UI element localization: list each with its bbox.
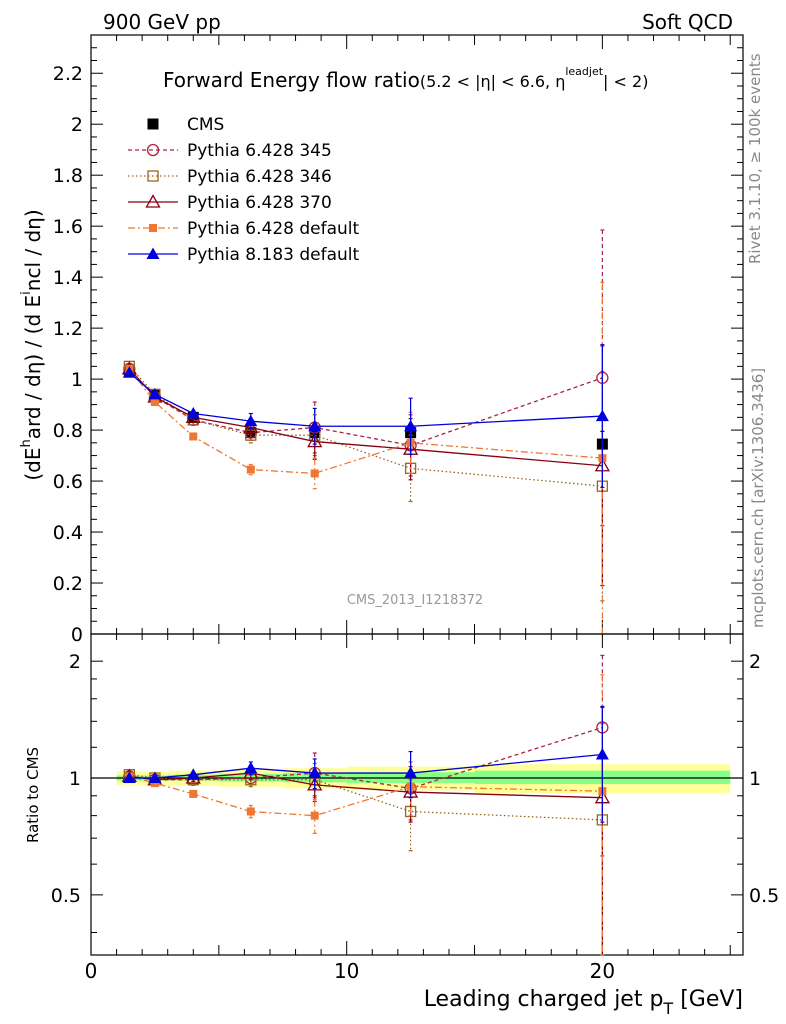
legend-label: Pythia 8.183 default [187,245,360,265]
ratio-point-pythia-8-183-default [122,771,136,784]
legend-label: Pythia 6.428 346 [187,167,332,187]
main-line-pythia-6-428-default [128,368,603,475]
main-y-tick-label: 2.2 [53,63,83,85]
main-series-cms [123,365,608,458]
main-chart-title: Forward Energy flow ratio(5.2 < |η| < 6.… [163,65,648,92]
ratio-point-pythia-6-428-default [246,807,255,816]
legend-label: CMS [187,115,224,135]
ratio-panel: 0.5 0.51 12 20 10 20 Ratio to CMS Leading cha… [24,633,779,1018]
header-energy-label: 900 GeV pp [103,10,221,34]
main-y-tick-label: 0.4 [53,522,83,544]
legend: CMS Pythia 6.428 345 Pythia 6.428 346 Pythi… [128,115,360,265]
legend-marker [146,247,160,259]
legend-marker [145,194,161,208]
ratio-series-pythia-6-428-370 [121,706,610,956]
ratio-point-pythia-8-183-default [244,761,258,774]
header-category-label: Soft QCD [642,10,733,34]
ratio-point-pythia-8-183-default [148,771,162,784]
legend-item-pythia-6-428-346: Pythia 6.428 346 [128,167,332,187]
ratio-series-pythia-6-428-345 [123,654,609,857]
main-point-pythia-6-428-370 [243,419,259,434]
ratio-point-pythia-6-428-370 [307,777,323,791]
main-point-pythia-8-183-default [595,409,609,422]
main-point-pythia-8-183-default [122,366,136,378]
ratio-frame [90,633,744,956]
ratio-y-axis-label: Ratio to CMS [24,747,42,843]
x-tick-label: 20 [590,959,615,983]
analysis-watermark: CMS_2013_I1218372 [347,593,483,608]
main-series-pythia-6-428-370 [121,345,610,587]
ratio-y-tick-label-right: 2 [749,651,761,673]
main-line-pythia-6-428-345 [128,368,603,447]
legend-marker [147,170,159,182]
ratio-series-pythia-8-183-default [122,705,609,823]
main-point-pythia-6-428-370 [307,433,323,448]
ratio-point-pythia-6-428-default [189,789,198,798]
legend-label: Pythia 6.428 345 [187,141,332,161]
svg-text:(dEhard / dη) / (d Eincl / dη): (dEhard / dη) / (d Eincl / dη) [19,209,45,480]
legend-item-cms: CMS [147,115,224,135]
main-y-tick-label: 0.2 [53,573,83,595]
main-y-axis-label: (dEhard / dη) / (d Eincl / dη) [19,209,45,480]
main-y-tick-label: 1.8 [53,165,83,187]
ratio-series-layer [121,654,610,956]
legend-item-pythia-6-428-370: Pythia 6.428 370 [128,193,332,213]
main-point-pythia-8-183-default [308,419,322,432]
main-y-tick-label: 1.6 [53,216,83,238]
x-tick-label: 0 [85,959,98,983]
legend-marker [149,224,157,232]
mcplots-source-label: mcplots.cern.ch [arXiv:1306.3436] [749,368,767,628]
main-series-pythia-6-428-default [125,281,607,635]
main-y-tick-label: 0 [71,624,83,646]
ratio-series-pythia-6-428-346 [123,723,609,956]
ratio-point-pythia-6-428-default [310,811,319,820]
ratio-y-tick-label-right: 1 [749,768,761,790]
legend-marker [147,118,159,130]
ratio-y-tick-label: 1 [69,768,81,790]
main-point-pythia-6-428-default [150,398,159,407]
main-y-tick-label: 1.4 [53,267,83,289]
ratio-y-tick-label: 0.5 [51,885,81,907]
main-series-pythia-6-428-345 [123,229,609,527]
main-line-pythia-6-428-370 [128,368,603,467]
legend-marker [146,143,160,157]
legend-item-pythia-6-428-345: Pythia 6.428 345 [128,141,332,161]
rivet-version-label: Rivet 3.1.10, ≥ 100k events [746,53,764,264]
x-tick-label: 10 [334,959,359,983]
ratio-point-pythia-8-183-default [404,766,418,779]
main-point-pythia-6-428-default [189,432,198,441]
main-point-pythia-8-183-default [186,407,200,419]
main-series-layer [121,229,610,635]
main-point-pythia-8-183-default [404,419,418,432]
main-y-tick-label: 0.8 [53,420,83,442]
main-y-tick-label: 2 [71,114,83,136]
main-point-pythia-8-183-default [148,387,162,400]
legend-item-pythia-6-428-default: Pythia 6.428 default [128,219,360,239]
main-ticks: 0 0.2 0.4 0.6 0.8 1 1.2 1.4 1.6 1.8 2 2.2 [53,34,743,646]
x-axis-label: Leading charged jet pT [GeV] [424,987,743,1018]
ratio-point-pythia-8-183-default [595,747,609,760]
legend-label: Pythia 6.428 default [187,219,360,239]
ratio-series-pythia-6-428-default [125,674,607,956]
ratio-point-pythia-6-428-default [150,779,159,788]
main-point-pythia-8-183-default [244,414,258,427]
main-y-tick-label: 0.6 [53,471,83,493]
main-y-tick-label: 1.2 [53,318,83,340]
ratio-y-tick-label-right: 0.5 [749,885,779,907]
ratio-y-tick-label: 2 [69,651,81,673]
ratio-point-pythia-8-183-default [186,768,200,780]
main-series-pythia-8-183-default [122,344,609,489]
main-panel: 0 0.2 0.4 0.6 0.8 1 1.2 1.4 1.6 1.8 2 2.2 Forward E… [19,34,744,646]
main-point-pythia-6-428-default [310,469,319,478]
main-series-pythia-6-428-346 [123,360,609,602]
legend-item-pythia-8-183-default: Pythia 8.183 default [128,245,360,265]
main-point-pythia-6-428-default [246,465,255,474]
ratio-point-pythia-8-183-default [308,766,322,779]
main-y-tick-label: 1 [71,369,83,391]
legend-label: Pythia 6.428 370 [187,193,332,213]
